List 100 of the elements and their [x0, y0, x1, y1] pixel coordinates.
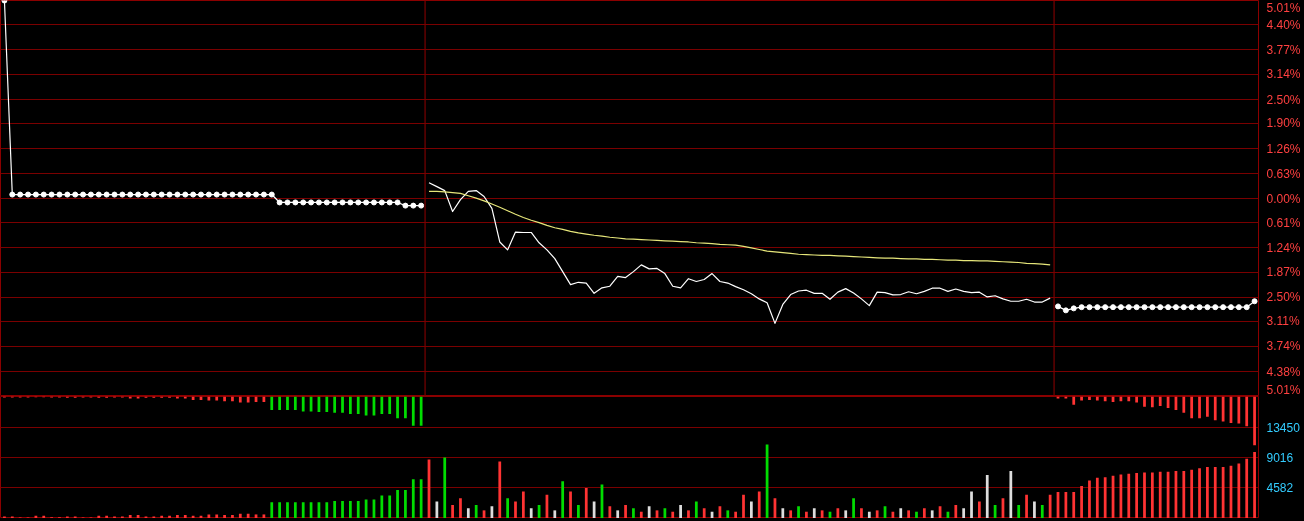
bar — [498, 461, 502, 518]
bar — [176, 515, 179, 518]
y-tick-label: 3.14% — [1266, 67, 1301, 82]
bar — [781, 508, 785, 518]
point — [25, 191, 32, 198]
bar — [506, 498, 510, 518]
bar — [1143, 472, 1146, 518]
bar — [1064, 396, 1068, 399]
point — [260, 191, 267, 198]
point — [56, 191, 63, 198]
bar — [852, 498, 855, 518]
bar — [396, 490, 399, 518]
bar — [1158, 471, 1162, 518]
bar — [231, 396, 234, 402]
bar — [388, 495, 392, 518]
bar — [246, 396, 250, 403]
bar — [435, 501, 439, 518]
point — [64, 191, 71, 198]
bar — [679, 504, 682, 518]
bar — [1182, 396, 1186, 413]
point — [40, 191, 47, 198]
point — [1157, 304, 1164, 311]
y-tick-label: 2.50% — [1266, 290, 1301, 305]
bar — [128, 515, 132, 518]
y-tick-label: 1.26% — [1266, 141, 1301, 156]
bar — [1080, 485, 1083, 518]
point — [1149, 304, 1156, 311]
point — [1212, 304, 1219, 311]
bar — [301, 502, 305, 518]
point — [1055, 303, 1062, 310]
bar — [812, 508, 816, 518]
point — [253, 191, 260, 198]
bar — [742, 494, 745, 518]
bar — [215, 396, 219, 401]
bar — [207, 514, 211, 518]
bar — [671, 511, 675, 518]
bar — [561, 481, 565, 518]
bar — [867, 511, 871, 518]
bar — [553, 510, 557, 518]
point — [1188, 304, 1195, 311]
point — [402, 202, 409, 209]
bar — [702, 508, 706, 518]
y-tick-label: 1.24% — [1266, 240, 1301, 255]
bar — [797, 506, 800, 518]
point — [166, 191, 173, 198]
bar — [805, 511, 808, 518]
bar — [349, 500, 352, 518]
bar — [899, 508, 903, 518]
bar — [325, 396, 329, 413]
point — [32, 191, 39, 198]
y-tick-label: 9016 — [1266, 450, 1294, 465]
point — [1180, 304, 1187, 311]
bar — [270, 396, 274, 411]
bar — [1190, 396, 1194, 419]
bar — [521, 491, 525, 518]
bar — [443, 457, 447, 518]
bar — [301, 396, 305, 412]
bar — [238, 513, 242, 518]
point — [331, 199, 338, 206]
point — [1165, 304, 1172, 311]
bar — [388, 396, 392, 415]
point — [1086, 304, 1093, 311]
point — [127, 191, 134, 198]
point — [1078, 304, 1085, 311]
point — [80, 191, 87, 198]
bar — [466, 508, 470, 518]
point — [213, 191, 220, 198]
point — [1117, 304, 1124, 311]
point — [347, 199, 354, 206]
bar — [1213, 396, 1217, 421]
point — [300, 199, 307, 206]
bar — [223, 515, 226, 518]
point — [1070, 305, 1077, 312]
bar — [215, 514, 219, 518]
bar — [97, 515, 101, 518]
point — [245, 191, 252, 198]
point — [315, 199, 322, 206]
bar — [191, 396, 195, 400]
bar — [1033, 501, 1036, 518]
bar — [42, 515, 46, 518]
bar — [286, 502, 289, 518]
bar — [836, 508, 840, 518]
bar — [616, 510, 620, 518]
point — [48, 191, 55, 198]
line-series — [428, 190, 1051, 266]
point — [1102, 304, 1109, 311]
point — [386, 199, 393, 206]
bar — [749, 501, 753, 518]
y-tick-label: 1.90% — [1266, 116, 1301, 131]
y-tick-label: 1.87% — [1266, 265, 1301, 280]
bar — [356, 500, 360, 518]
line-series — [428, 182, 1051, 324]
bar — [1127, 396, 1131, 402]
point — [221, 191, 228, 198]
bar — [1095, 396, 1099, 401]
bar — [1103, 396, 1107, 402]
bar — [1135, 473, 1139, 518]
bar — [734, 511, 738, 518]
point — [1235, 304, 1242, 311]
point — [119, 191, 126, 198]
